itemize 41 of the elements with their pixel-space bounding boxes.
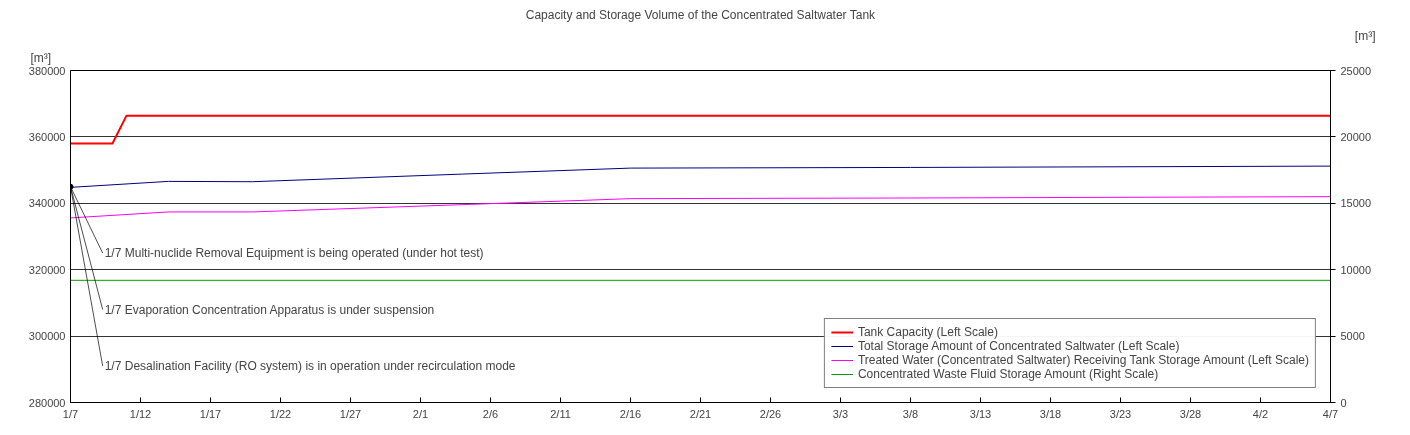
y2-tick-label: 15000 (1340, 197, 1372, 210)
annotation: 1/7 Desalination Facility (RO system) is in operation under recirculation mode (104, 358, 516, 373)
x-tick-label: 1/22 (269, 407, 292, 420)
y2-tick-label: 20000 (1340, 130, 1372, 143)
legend-label: Treated Water (Concentrated Saltwater) Receiving Tank Storage Amount (Left Scale) (857, 353, 1309, 367)
y-tick-label: 340000 (28, 197, 66, 210)
x-tick-label: 3/23 (1109, 407, 1132, 420)
annotation: 1/7 Multi-nuclide Removal Equipment is being operated (under hot test) (104, 246, 484, 261)
x-tick-label: 4/2 (1252, 407, 1269, 420)
legend-label: Total Storage Amount of Concentrated Saltwater (Left Scale) (857, 339, 1180, 353)
y-tick-label: 380000 (28, 64, 66, 77)
x-tick-label: 1/12 (129, 407, 152, 420)
legend-label: Concentrated Waste Fluid Storage Amount (Right Scale) (857, 367, 1159, 381)
x-tick-label: 4/7 (1322, 407, 1339, 420)
x-tick-label: 3/3 (832, 407, 849, 420)
x-tick-label: 2/21 (689, 407, 712, 420)
x-tick-label: 2/1 (412, 407, 429, 420)
y-axis-title: [m³] (30, 50, 52, 65)
y2-tick-label: 25000 (1340, 64, 1372, 77)
x-tick-label: 3/8 (902, 407, 919, 420)
x-tick-label: 1/27 (339, 407, 362, 420)
x-tick-label: 3/28 (1179, 407, 1202, 420)
x-tick-label: 3/13 (969, 407, 992, 420)
y-tick-label: 280000 (28, 396, 66, 409)
y-tick-label: 360000 (28, 130, 66, 143)
legend-label: Tank Capacity (Left Scale) (857, 325, 998, 339)
y2-tick-label: 0 (1340, 396, 1347, 409)
chart-title: Capacity and Storage Volume of the Concentrated Saltwater Tank (525, 7, 877, 22)
x-tick-label: 2/26 (759, 407, 782, 420)
y-tick-label: 320000 (28, 263, 66, 276)
y2-tick-label: 5000 (1340, 330, 1365, 343)
y2-axis-title: [m³] (1354, 28, 1376, 43)
x-tick-label: 2/16 (619, 407, 642, 420)
y2-tick-label: 10000 (1340, 263, 1372, 276)
x-tick-label: 1/7 (62, 407, 79, 420)
x-tick-label: 1/17 (199, 407, 222, 420)
y-tick-label: 300000 (28, 330, 66, 343)
x-tick-label: 3/18 (1039, 407, 1062, 420)
x-tick-label: 2/11 (550, 407, 571, 420)
x-tick-label: 2/6 (482, 407, 499, 420)
annotation: 1/7 Evaporation Concentration Apparatus is under suspension (104, 302, 435, 317)
